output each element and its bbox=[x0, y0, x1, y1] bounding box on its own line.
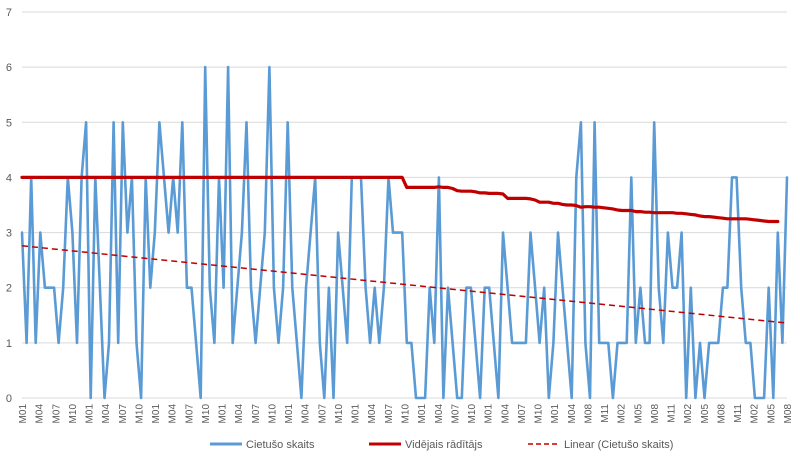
x-tick-label: M01 bbox=[550, 404, 561, 424]
x-tick-label: M10 bbox=[267, 404, 278, 424]
x-tick-label: M01 bbox=[284, 404, 295, 424]
x-tick-label: M02 bbox=[683, 404, 694, 424]
x-tick-label: M10 bbox=[134, 404, 145, 424]
y-tick-label: 6 bbox=[6, 62, 12, 74]
x-tick-label: M07 bbox=[118, 404, 129, 424]
y-tick-label: 7 bbox=[6, 7, 12, 19]
x-tick-label: M02 bbox=[750, 404, 761, 424]
y-axis-tick-labels: 0 1 2 3 4 5 6 7 bbox=[6, 7, 12, 405]
x-tick-label: M10 bbox=[201, 404, 212, 424]
x-tick-label: M07 bbox=[384, 404, 395, 424]
x-tick-label: M04 bbox=[35, 404, 46, 424]
legend-label: Vidējais rādītājs bbox=[405, 439, 483, 451]
x-tick-label: M10 bbox=[401, 404, 412, 424]
trendline-linear bbox=[21, 245, 788, 324]
x-tick-label: M11 bbox=[600, 404, 611, 423]
x-tick-label: M04 bbox=[500, 404, 511, 424]
series-line-videjais-raditajs bbox=[20, 175, 780, 224]
x-tick-label: M07 bbox=[517, 404, 528, 424]
series-layer bbox=[20, 65, 789, 400]
y-tick-label: 2 bbox=[6, 283, 12, 295]
y-tick-label: 5 bbox=[6, 117, 12, 129]
x-tick-label: M04 bbox=[367, 404, 378, 424]
legend-label: Linear (Cietušo skaits) bbox=[564, 439, 673, 451]
x-tick-label: M08 bbox=[716, 404, 727, 424]
x-tick-label: M01 bbox=[218, 404, 229, 424]
x-tick-label: M07 bbox=[184, 404, 195, 424]
y-tick-label: 0 bbox=[6, 393, 12, 405]
x-tick-label: M04 bbox=[301, 404, 312, 424]
x-tick-label: M05 bbox=[700, 404, 711, 424]
x-tick-label: M10 bbox=[534, 404, 545, 424]
x-tick-label: M05 bbox=[633, 404, 644, 424]
x-tick-label: M10 bbox=[334, 404, 345, 424]
x-tick-label: M01 bbox=[85, 404, 96, 424]
x-tick-label: M04 bbox=[567, 404, 578, 424]
x-tick-label: M07 bbox=[450, 404, 461, 424]
x-tick-label: M10 bbox=[467, 404, 478, 424]
x-tick-label: M07 bbox=[51, 404, 62, 424]
x-tick-label: M08 bbox=[783, 404, 794, 424]
x-tick-label: M04 bbox=[434, 404, 445, 424]
x-tick-label: M04 bbox=[101, 404, 112, 424]
y-tick-label: 1 bbox=[6, 338, 12, 350]
x-tick-label: M01 bbox=[417, 404, 428, 424]
y-tick-label: 3 bbox=[6, 228, 12, 240]
x-tick-label: M02 bbox=[617, 404, 628, 424]
x-tick-label: M11 bbox=[667, 404, 678, 423]
series-line-cietuso-skaits bbox=[20, 65, 789, 400]
x-tick-label: M07 bbox=[317, 404, 328, 424]
x-axis-tick-labels: M01 M04 M07 M10 M01 M04 M07 M10 M01 M04 M07 M10 M01 M… bbox=[18, 404, 794, 424]
legend: Cietušo skaits Vidējais rādītājs Linear (C… bbox=[210, 439, 673, 451]
x-tick-label: M01 bbox=[351, 404, 362, 424]
x-tick-label: M07 bbox=[251, 404, 262, 424]
x-tick-label: M08 bbox=[650, 404, 661, 424]
x-tick-label: M04 bbox=[234, 404, 245, 424]
x-tick-label: M05 bbox=[766, 404, 777, 424]
x-tick-label: M01 bbox=[18, 404, 29, 424]
x-tick-label: M01 bbox=[151, 404, 162, 424]
y-tick-label: 4 bbox=[6, 172, 12, 184]
x-tick-label: M10 bbox=[68, 404, 79, 424]
x-tick-label: M04 bbox=[168, 404, 179, 424]
legend-label: Cietušo skaits bbox=[246, 439, 315, 451]
x-tick-label: M11 bbox=[733, 404, 744, 423]
x-tick-label: M08 bbox=[583, 404, 594, 424]
x-tick-label: M01 bbox=[484, 404, 495, 424]
